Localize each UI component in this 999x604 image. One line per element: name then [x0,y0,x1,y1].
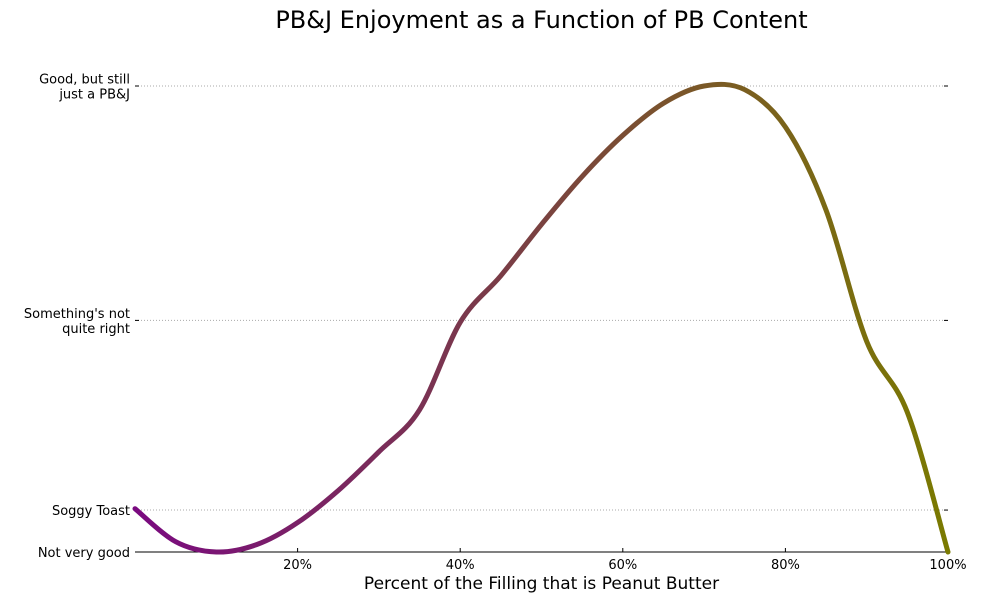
y-tick-label: Something's not quite right [24,307,130,337]
enjoyment-curve [132,81,951,555]
y-ticks: Not very good Soggy Toast Something's not q… [24,73,948,561]
y-tick-label: Not very good [38,546,130,561]
x-tick-label: 20% [283,558,312,573]
chart-title: PB&J Enjoyment as a Function of PB Conte… [275,6,808,34]
y-tick-label: Good, but still just a PB&J [39,73,130,103]
y-tick-label: Soggy Toast [52,504,130,519]
x-tick-label: 80% [771,558,800,573]
x-tick-label: 40% [446,558,475,573]
grid-lines [135,85,948,511]
x-axis-label: Percent of the Filling that is Peanut Bu… [363,574,720,594]
x-tick-label: 60% [608,558,637,573]
x-tick-label: 100% [929,558,966,573]
